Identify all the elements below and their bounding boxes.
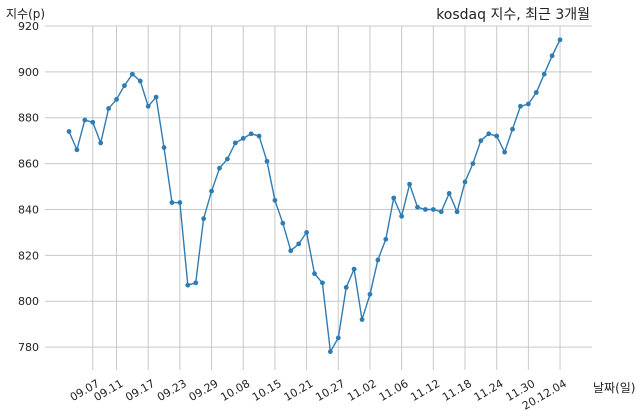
data-point <box>217 165 222 171</box>
x-tick-label: 11.24 <box>472 377 506 404</box>
data-point <box>343 285 349 290</box>
data-point <box>209 188 214 194</box>
data-point <box>470 161 476 167</box>
data-point <box>430 207 436 212</box>
data-point <box>359 317 365 322</box>
data-point <box>375 257 381 263</box>
data-point <box>383 236 389 242</box>
data-point <box>272 197 278 203</box>
data-point <box>201 216 207 222</box>
data-point <box>232 140 238 146</box>
data-point <box>541 71 547 77</box>
data-point <box>256 133 262 139</box>
data-point <box>518 103 523 109</box>
chart-title: kosdaq 지수, 최근 3개월 <box>436 7 590 23</box>
series-line <box>68 39 561 354</box>
data-point <box>525 101 531 107</box>
y-tick-label: 840 <box>18 203 39 216</box>
x-tick-label: 10.27 <box>313 377 347 404</box>
data-point <box>557 37 563 43</box>
data-point <box>296 241 302 247</box>
y-tick-label: 860 <box>18 158 39 171</box>
grid <box>45 25 592 370</box>
data-point <box>335 335 341 341</box>
data-point <box>423 207 428 212</box>
data-point <box>391 195 397 201</box>
x-tick-label: 11.18 <box>440 377 474 404</box>
x-tick-label: 11.02 <box>345 377 379 404</box>
data-point <box>122 83 127 89</box>
data-point <box>494 133 500 139</box>
data-point <box>502 149 507 155</box>
data-point <box>193 280 199 286</box>
data-point <box>280 220 286 226</box>
data-point <box>66 129 72 134</box>
data-point <box>367 291 373 297</box>
data-point <box>462 179 468 185</box>
y-tick-label: 920 <box>18 20 39 33</box>
data-point <box>106 106 111 111</box>
data-point <box>98 140 104 146</box>
data-point <box>478 138 484 144</box>
x-tick-label: 11.12 <box>408 377 442 404</box>
data-point <box>90 119 96 125</box>
data-point <box>145 103 151 109</box>
y-tick-label: 880 <box>18 112 39 125</box>
axes: 78080082084086088090092009.0709.1109.170… <box>18 20 569 413</box>
data-point <box>446 191 452 196</box>
x-tick-label: 09.23 <box>155 377 189 404</box>
x-tick-label: 10.21 <box>282 377 316 404</box>
data-point <box>177 200 183 205</box>
data-point <box>161 145 167 150</box>
x-axis-label: 날짜(일) <box>593 381 635 395</box>
data-point <box>304 230 309 235</box>
x-tick-label: 11.06 <box>377 377 411 404</box>
x-tick-label: 10.08 <box>218 377 252 404</box>
data-point <box>114 96 119 102</box>
data-point <box>169 200 175 205</box>
data-point <box>415 204 420 210</box>
y-tick-label: 780 <box>18 341 39 354</box>
data-point <box>240 135 246 141</box>
data-point <box>351 266 357 272</box>
data-point <box>225 156 230 162</box>
data-point <box>248 131 254 137</box>
data-point <box>82 117 88 123</box>
data-point <box>320 280 325 286</box>
data-point <box>74 147 80 153</box>
data-point <box>288 248 294 254</box>
data-point <box>486 131 492 137</box>
data-point <box>549 53 555 59</box>
x-tick-label: 10.15 <box>250 377 284 404</box>
y-tick-label: 820 <box>18 249 39 262</box>
y-tick-label: 800 <box>18 295 39 308</box>
data-point <box>399 213 405 219</box>
data-point <box>137 78 143 84</box>
data-point <box>533 90 539 95</box>
data-point <box>438 209 444 215</box>
data-point <box>407 181 412 187</box>
data-point <box>312 271 317 277</box>
data-point <box>129 71 135 77</box>
data-point <box>153 94 159 100</box>
y-axis-label: 지수(p) <box>6 7 45 21</box>
series-layer <box>66 37 563 355</box>
data-point <box>510 126 515 132</box>
data-point <box>264 158 270 164</box>
data-point <box>454 209 460 215</box>
x-tick-label: 09.29 <box>187 377 221 404</box>
y-tick-label: 900 <box>18 66 39 79</box>
data-point <box>185 282 191 288</box>
data-point <box>327 349 333 355</box>
x-tick-label: 09.17 <box>123 377 157 404</box>
